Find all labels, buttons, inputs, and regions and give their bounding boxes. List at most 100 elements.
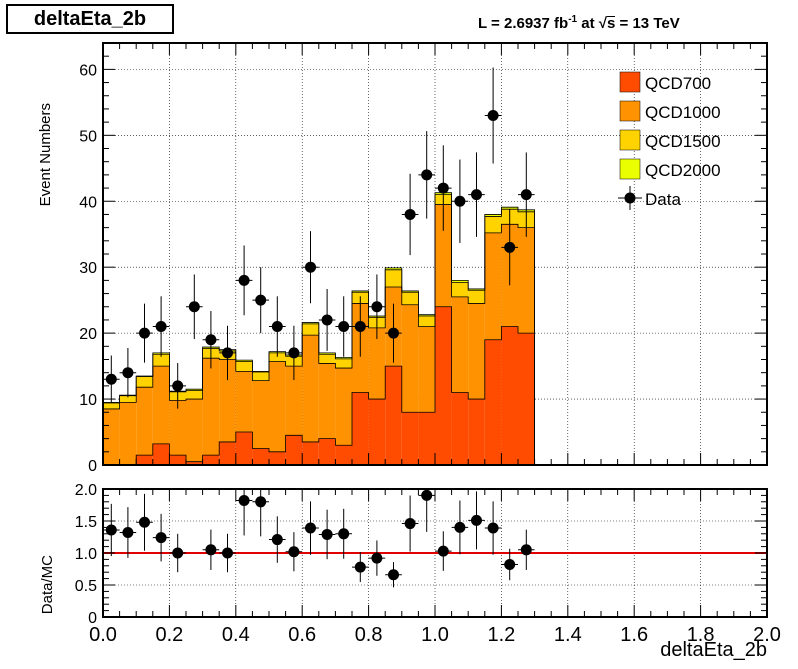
data-point <box>172 380 184 392</box>
bar-qcd1500 <box>451 282 469 297</box>
bar-qcd1500 <box>318 354 336 364</box>
ratio-point <box>504 559 516 571</box>
ratio-point <box>139 516 150 528</box>
bar-qcd700 <box>252 448 269 465</box>
data-point <box>238 274 250 286</box>
ratio-y-tick-label: 1.0 <box>75 546 97 563</box>
data-point <box>122 367 134 379</box>
ratio-point <box>338 528 350 540</box>
data-point <box>205 334 217 346</box>
bar-qcd1500 <box>152 354 170 367</box>
ratio-point <box>454 521 466 533</box>
bar-qcd2000 <box>468 288 485 291</box>
ratio-y-axis-title: Data/MC <box>39 555 56 614</box>
data-point <box>188 301 200 313</box>
bar-qcd1500 <box>468 290 485 304</box>
bar-qcd1500 <box>335 358 352 369</box>
y-tick-label: 30 <box>79 260 97 277</box>
bar-qcd1000 <box>468 303 485 400</box>
ratio-point <box>321 528 333 540</box>
y-tick-label: 20 <box>79 326 97 343</box>
x-tick-label: 1.2 <box>487 624 515 646</box>
bar-qcd1000 <box>152 366 170 444</box>
x-axis-title: deltaEta_2b <box>660 639 767 661</box>
bar-qcd1000 <box>318 363 336 439</box>
x-tick-label: 1.6 <box>620 624 648 646</box>
data-point <box>271 321 283 333</box>
ratio-y-tick-label: 0.5 <box>75 578 97 595</box>
data-point <box>139 327 150 339</box>
legend-label: QCD2000 <box>645 161 721 180</box>
bar-qcd2000 <box>401 290 419 293</box>
ratio-y-tick-label: 2.0 <box>75 482 97 499</box>
bar-qcd1500 <box>385 269 402 287</box>
bar-qcd2000 <box>385 267 402 270</box>
bar-qcd700 <box>518 333 535 465</box>
x-tick-label: 0.2 <box>155 624 183 646</box>
data-point <box>155 321 167 333</box>
bar-qcd2000 <box>318 352 336 355</box>
ratio-point <box>155 532 167 544</box>
data-point <box>471 189 482 201</box>
data-point <box>371 301 383 313</box>
data-point <box>305 261 316 273</box>
bar-qcd1000 <box>202 358 220 456</box>
legend-swatch-qcd700 <box>619 71 641 93</box>
ratio-point <box>437 545 449 557</box>
bar-qcd1000 <box>401 304 419 413</box>
ratio-point <box>421 489 433 501</box>
legend-marker-data <box>624 192 636 204</box>
bar-qcd1000 <box>335 368 352 446</box>
bar-qcd1500 <box>235 361 253 372</box>
bar-qcd1000 <box>119 402 137 465</box>
data-point <box>288 347 300 359</box>
bar-qcd700 <box>169 455 186 465</box>
bar-qcd1000 <box>285 366 303 436</box>
bar-qcd700 <box>219 441 236 465</box>
legend-label: QCD1000 <box>645 103 721 122</box>
legend-swatch-qcd2000 <box>619 158 641 180</box>
y-tick-label: 40 <box>79 194 97 211</box>
ratio-point <box>271 534 283 546</box>
bar-qcd700 <box>451 392 469 465</box>
y-tick-label: 10 <box>79 392 97 409</box>
x-tick-label: 1.0 <box>421 624 449 646</box>
data-point <box>388 327 399 339</box>
data-point <box>421 169 433 181</box>
data-point <box>255 294 267 306</box>
bar-qcd700 <box>484 339 502 465</box>
bar-qcd1000 <box>368 327 386 400</box>
bar-qcd700 <box>401 412 419 465</box>
legend: QCD700 QCD1000 QCD1500 QCD2000 Data <box>618 71 721 210</box>
x-tick-label: 2.0 <box>753 624 781 646</box>
legend-swatch-qcd1000 <box>619 100 641 122</box>
x-tick-label: 0.4 <box>222 624 250 646</box>
ratio-point <box>238 495 250 507</box>
bar-qcd1000 <box>136 387 153 456</box>
bar-qcd1000 <box>103 408 120 465</box>
luminosity-label: L = 2.6937 fb-1 at √s = 13 TeV <box>478 14 680 32</box>
ratio-point <box>487 522 499 534</box>
x-tick-label: 0.8 <box>355 624 383 646</box>
bar-qcd1000 <box>252 380 269 449</box>
bar-qcd700 <box>418 412 435 465</box>
bar-qcd2000 <box>418 314 435 316</box>
bar-qcd2000 <box>302 322 319 324</box>
bar-qcd2000 <box>335 357 352 359</box>
ratio-point <box>471 514 482 526</box>
bar-qcd2000 <box>352 290 369 293</box>
bar-qcd1000 <box>451 296 469 393</box>
ratio-point <box>520 544 532 556</box>
data-point <box>454 195 466 207</box>
bar-qcd1000 <box>302 335 319 442</box>
legend-label: QCD1500 <box>645 132 721 151</box>
chart-title: deltaEta_2b <box>6 4 174 34</box>
bar-qcd1500 <box>484 216 502 233</box>
ratio-point <box>305 522 316 534</box>
bar-qcd1000 <box>269 361 286 452</box>
bar-qcd1500 <box>401 292 419 305</box>
bar-qcd2000 <box>235 360 253 362</box>
ratio-point <box>404 518 416 530</box>
